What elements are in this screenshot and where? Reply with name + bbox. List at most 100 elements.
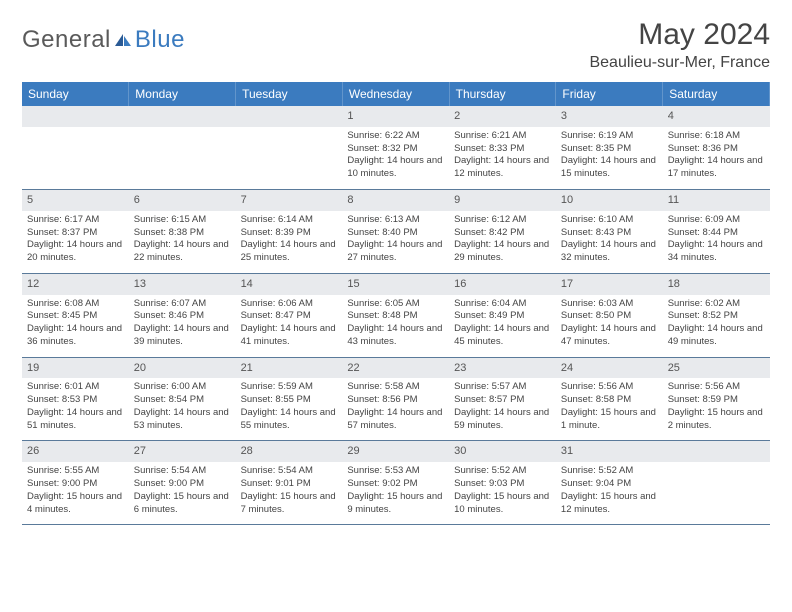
day-body: Sunrise: 6:06 AMSunset: 8:47 PMDaylight:… <box>236 295 343 357</box>
day-number: 25 <box>663 358 770 379</box>
sunrise-text: Sunrise: 6:00 AM <box>134 381 231 394</box>
calendar-day-cell: 15Sunrise: 6:05 AMSunset: 8:48 PMDayligh… <box>342 273 449 357</box>
day-body <box>129 127 236 189</box>
daylight-text: Daylight: 14 hours and 10 minutes. <box>347 155 444 181</box>
calendar-table: SundayMondayTuesdayWednesdayThursdayFrid… <box>22 82 770 525</box>
title-block: May 2024 Beaulieu-sur-Mer, France <box>589 18 770 72</box>
sunrise-text: Sunrise: 5:54 AM <box>134 465 231 478</box>
day-number: 21 <box>236 358 343 379</box>
calendar-day-cell: 21Sunrise: 5:59 AMSunset: 8:55 PMDayligh… <box>236 357 343 441</box>
sunset-text: Sunset: 8:56 PM <box>347 394 444 407</box>
sunrise-text: Sunrise: 6:10 AM <box>561 214 658 227</box>
sunset-text: Sunset: 9:00 PM <box>134 478 231 491</box>
daylight-text: Daylight: 14 hours and 17 minutes. <box>668 155 765 181</box>
sunrise-text: Sunrise: 6:12 AM <box>454 214 551 227</box>
daylight-text: Daylight: 15 hours and 1 minute. <box>561 407 658 433</box>
calendar-day-cell: 20Sunrise: 6:00 AMSunset: 8:54 PMDayligh… <box>129 357 236 441</box>
daylight-text: Daylight: 14 hours and 43 minutes. <box>347 323 444 349</box>
sunrise-text: Sunrise: 6:15 AM <box>134 214 231 227</box>
day-number <box>236 106 343 127</box>
day-number: 19 <box>22 358 129 379</box>
sunset-text: Sunset: 8:40 PM <box>347 227 444 240</box>
sunset-text: Sunset: 8:44 PM <box>668 227 765 240</box>
sunset-text: Sunset: 8:38 PM <box>134 227 231 240</box>
day-number: 23 <box>449 358 556 379</box>
sunset-text: Sunset: 8:33 PM <box>454 143 551 156</box>
calendar-day-cell: 27Sunrise: 5:54 AMSunset: 9:00 PMDayligh… <box>129 441 236 525</box>
daylight-text: Daylight: 15 hours and 6 minutes. <box>134 491 231 517</box>
day-number: 11 <box>663 190 770 211</box>
daylight-text: Daylight: 14 hours and 29 minutes. <box>454 239 551 265</box>
daylight-text: Daylight: 14 hours and 20 minutes. <box>27 239 124 265</box>
calendar-day-cell: 8Sunrise: 6:13 AMSunset: 8:40 PMDaylight… <box>342 189 449 273</box>
day-body: Sunrise: 6:14 AMSunset: 8:39 PMDaylight:… <box>236 211 343 273</box>
calendar-day-cell: 10Sunrise: 6:10 AMSunset: 8:43 PMDayligh… <box>556 189 663 273</box>
sunset-text: Sunset: 8:37 PM <box>27 227 124 240</box>
daylight-text: Daylight: 14 hours and 45 minutes. <box>454 323 551 349</box>
sunrise-text: Sunrise: 6:09 AM <box>668 214 765 227</box>
day-body: Sunrise: 5:54 AMSunset: 9:00 PMDaylight:… <box>129 462 236 524</box>
sunset-text: Sunset: 8:35 PM <box>561 143 658 156</box>
day-number: 4 <box>663 106 770 127</box>
day-body: Sunrise: 6:08 AMSunset: 8:45 PMDaylight:… <box>22 295 129 357</box>
day-number: 20 <box>129 358 236 379</box>
sunset-text: Sunset: 8:53 PM <box>27 394 124 407</box>
calendar-day-cell: 16Sunrise: 6:04 AMSunset: 8:49 PMDayligh… <box>449 273 556 357</box>
header: General Blue May 2024 Beaulieu-sur-Mer, … <box>22 18 770 72</box>
day-number: 5 <box>22 190 129 211</box>
daylight-text: Daylight: 14 hours and 47 minutes. <box>561 323 658 349</box>
calendar-day-cell: 3Sunrise: 6:19 AMSunset: 8:35 PMDaylight… <box>556 106 663 189</box>
day-body: Sunrise: 6:19 AMSunset: 8:35 PMDaylight:… <box>556 127 663 189</box>
day-body: Sunrise: 6:01 AMSunset: 8:53 PMDaylight:… <box>22 378 129 440</box>
daylight-text: Daylight: 15 hours and 4 minutes. <box>27 491 124 517</box>
daylight-text: Daylight: 14 hours and 39 minutes. <box>134 323 231 349</box>
sunrise-text: Sunrise: 6:22 AM <box>347 130 444 143</box>
day-number: 28 <box>236 441 343 462</box>
calendar-body: 1Sunrise: 6:22 AMSunset: 8:32 PMDaylight… <box>22 106 770 525</box>
daylight-text: Daylight: 14 hours and 36 minutes. <box>27 323 124 349</box>
daylight-text: Daylight: 15 hours and 12 minutes. <box>561 491 658 517</box>
weekday-header: Sunday <box>22 82 129 106</box>
sunset-text: Sunset: 8:47 PM <box>241 310 338 323</box>
calendar-day-cell: 14Sunrise: 6:06 AMSunset: 8:47 PMDayligh… <box>236 273 343 357</box>
daylight-text: Daylight: 15 hours and 9 minutes. <box>347 491 444 517</box>
sunrise-text: Sunrise: 6:18 AM <box>668 130 765 143</box>
daylight-text: Daylight: 14 hours and 22 minutes. <box>134 239 231 265</box>
sunset-text: Sunset: 8:32 PM <box>347 143 444 156</box>
sunrise-text: Sunrise: 6:14 AM <box>241 214 338 227</box>
day-body: Sunrise: 6:22 AMSunset: 8:32 PMDaylight:… <box>342 127 449 189</box>
weekday-header: Tuesday <box>236 82 343 106</box>
day-body: Sunrise: 5:57 AMSunset: 8:57 PMDaylight:… <box>449 378 556 440</box>
sunrise-text: Sunrise: 6:04 AM <box>454 298 551 311</box>
daylight-text: Daylight: 14 hours and 12 minutes. <box>454 155 551 181</box>
day-body: Sunrise: 6:21 AMSunset: 8:33 PMDaylight:… <box>449 127 556 189</box>
day-number: 17 <box>556 274 663 295</box>
sunrise-text: Sunrise: 6:05 AM <box>347 298 444 311</box>
day-number: 1 <box>342 106 449 127</box>
sunrise-text: Sunrise: 5:58 AM <box>347 381 444 394</box>
day-number: 6 <box>129 190 236 211</box>
weekday-header: Friday <box>556 82 663 106</box>
calendar-day-cell: 28Sunrise: 5:54 AMSunset: 9:01 PMDayligh… <box>236 441 343 525</box>
daylight-text: Daylight: 14 hours and 57 minutes. <box>347 407 444 433</box>
day-body: Sunrise: 5:52 AMSunset: 9:03 PMDaylight:… <box>449 462 556 524</box>
sunset-text: Sunset: 8:46 PM <box>134 310 231 323</box>
day-body: Sunrise: 6:12 AMSunset: 8:42 PMDaylight:… <box>449 211 556 273</box>
daylight-text: Daylight: 14 hours and 49 minutes. <box>668 323 765 349</box>
daylight-text: Daylight: 14 hours and 32 minutes. <box>561 239 658 265</box>
calendar-day-cell: 12Sunrise: 6:08 AMSunset: 8:45 PMDayligh… <box>22 273 129 357</box>
calendar-day-cell <box>663 441 770 525</box>
calendar-page: General Blue May 2024 Beaulieu-sur-Mer, … <box>0 0 792 543</box>
daylight-text: Daylight: 15 hours and 7 minutes. <box>241 491 338 517</box>
weekday-header: Saturday <box>663 82 770 106</box>
sunset-text: Sunset: 8:59 PM <box>668 394 765 407</box>
sunset-text: Sunset: 9:04 PM <box>561 478 658 491</box>
sunset-text: Sunset: 9:01 PM <box>241 478 338 491</box>
calendar-week-row: 26Sunrise: 5:55 AMSunset: 9:00 PMDayligh… <box>22 441 770 525</box>
daylight-text: Daylight: 14 hours and 25 minutes. <box>241 239 338 265</box>
sunset-text: Sunset: 8:43 PM <box>561 227 658 240</box>
daylight-text: Daylight: 14 hours and 55 minutes. <box>241 407 338 433</box>
sunset-text: Sunset: 8:54 PM <box>134 394 231 407</box>
day-number: 22 <box>342 358 449 379</box>
sunrise-text: Sunrise: 5:56 AM <box>561 381 658 394</box>
